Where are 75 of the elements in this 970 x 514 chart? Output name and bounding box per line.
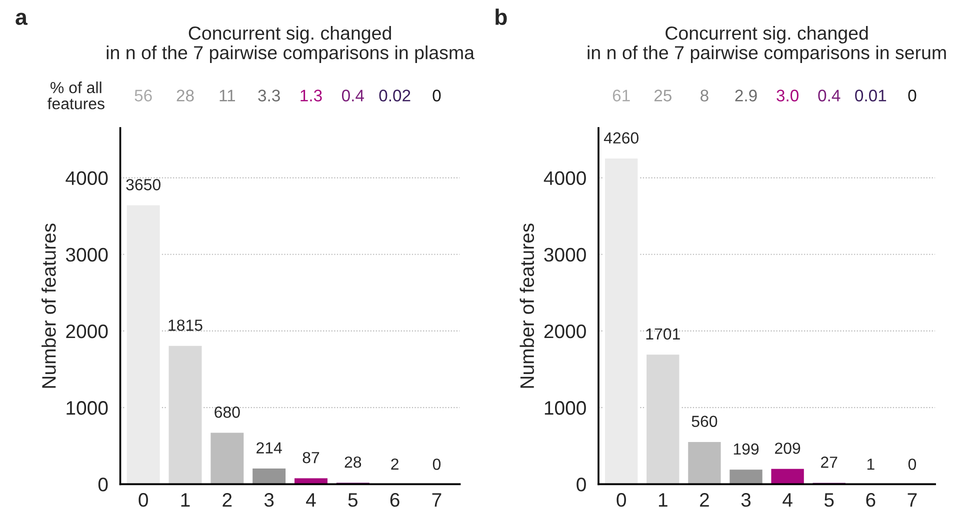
x-tick-label: 0 (138, 493, 148, 507)
x-tick-label: 7 (908, 493, 917, 507)
x-tick-label: 3 (741, 493, 751, 507)
x-tick-label: 7 (432, 493, 442, 507)
bar (293, 476, 329, 484)
text: 0 (908, 90, 916, 102)
y-tick-label: 1000 (66, 401, 108, 415)
y-tick-label: 4000 (66, 171, 108, 186)
x-tick-label: 6 (866, 493, 876, 507)
data-label: 2 (391, 458, 398, 470)
x-tick-label: 2 (700, 493, 709, 507)
data-label: 199 (734, 443, 759, 455)
x-tick-label: 0 (616, 493, 626, 507)
text: 56 (134, 90, 152, 102)
data-label: 1815 (168, 320, 202, 331)
y-tick-label: 3000 (544, 248, 586, 262)
y-tick-label: 4000 (544, 171, 586, 186)
bar (645, 353, 681, 484)
y-axis-title: Number of features (42, 224, 56, 388)
text: 3.3 (258, 90, 280, 102)
text: 1.3 (300, 90, 322, 102)
data-label: 4260 (604, 132, 638, 144)
y-tick-label: 1000 (544, 401, 586, 415)
x-tick-label: 1 (181, 493, 190, 507)
x-tick-label: 4 (782, 493, 792, 507)
text: 0.4 (818, 90, 840, 102)
y-axis-title: Number of features (520, 224, 534, 388)
bar (604, 157, 640, 484)
bar (686, 440, 722, 484)
data-label: 28 (344, 456, 362, 468)
y-tick-label: 3000 (66, 248, 108, 262)
text: 8 (700, 90, 708, 102)
text: 61 (612, 90, 630, 102)
data-label: 214 (256, 442, 282, 454)
text: 0.4 (342, 90, 364, 102)
data-label: 3650 (126, 179, 160, 190)
bar (251, 467, 287, 484)
data-label: 0 (432, 458, 441, 470)
data-label: 87 (302, 452, 320, 464)
text: 11 (220, 90, 235, 102)
bar (770, 467, 806, 484)
data-label: 209 (775, 442, 800, 454)
data-label: 560 (692, 416, 718, 428)
x-tick-label: 3 (264, 493, 274, 507)
x-tick-label: 1 (658, 493, 668, 507)
bar (167, 344, 204, 484)
chart-title: Concurrent sig. changed in n of the 7 pairwise comparisons in serum (588, 26, 946, 63)
y-tick-label: 2000 (66, 324, 108, 338)
data-label: 0 (908, 458, 916, 470)
bar (728, 468, 764, 484)
text: a (16, 12, 28, 25)
data-label: 680 (214, 406, 240, 418)
y-tick-label: 2000 (544, 324, 586, 338)
x-tick-label: 5 (824, 493, 834, 507)
bar (125, 204, 162, 484)
text: 2.9 (735, 90, 757, 102)
text: 25 (654, 90, 672, 102)
x-tick-label: 5 (348, 493, 358, 507)
x-tick-label: 2 (222, 493, 232, 507)
text: 3.0 (776, 90, 798, 102)
chart-title: Concurrent sig. changed in n of the 7 pairwise comparisons in plasma (106, 26, 475, 63)
text: b (496, 8, 507, 25)
data-label: 27 (821, 456, 838, 468)
y-tick-label: 0 (98, 478, 108, 492)
data-label: 1 (867, 458, 874, 470)
text: 28 (176, 90, 194, 102)
x-tick-label: 6 (390, 493, 400, 507)
text: 0.02 (379, 90, 410, 102)
bar (209, 431, 246, 484)
y-tick-label: 0 (576, 478, 586, 492)
x-tick-label: 4 (306, 493, 316, 507)
text: 0 (432, 90, 441, 102)
text: % of all features (48, 82, 104, 110)
text: 0.01 (855, 90, 886, 102)
data-label: 1701 (646, 328, 680, 340)
